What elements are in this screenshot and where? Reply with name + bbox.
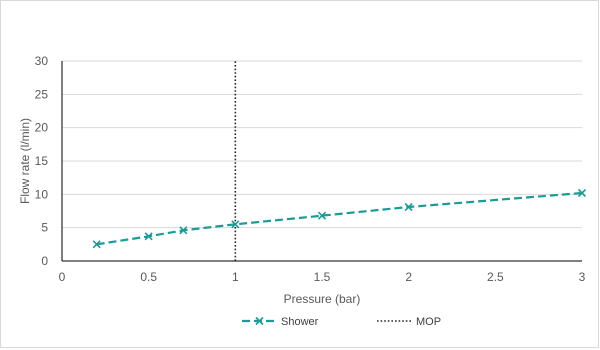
legend-item-mop: MOP bbox=[377, 316, 441, 328]
y-tick-label: 10 bbox=[35, 187, 49, 201]
y-tick-label: 30 bbox=[35, 54, 49, 68]
series-shower-point bbox=[404, 202, 413, 212]
gridlines bbox=[62, 60, 582, 229]
series-shower-point bbox=[179, 226, 188, 235]
legend-item-shower: Shower bbox=[242, 316, 319, 328]
x-tick-labels: 0 0.5 1 1.5 2 2.5 3 bbox=[59, 270, 586, 284]
x-axis-title: Pressure (bar) bbox=[284, 292, 361, 306]
x-tick-label: 0 bbox=[59, 270, 66, 284]
y-tick-label: 15 bbox=[35, 154, 49, 168]
y-axis-title: Flow rate (l/min) bbox=[18, 118, 32, 204]
y-tick-label: 5 bbox=[41, 221, 48, 235]
x-tick-label: 1 bbox=[232, 270, 239, 284]
y-tick-label: 0 bbox=[41, 254, 48, 268]
x-tick-label: 0.5 bbox=[140, 270, 157, 284]
legend-mop-label: MOP bbox=[416, 316, 441, 328]
series-shower-point bbox=[144, 232, 153, 241]
legend: Shower MOP bbox=[242, 316, 441, 328]
series bbox=[92, 61, 587, 261]
x-tick-label: 2.5 bbox=[487, 270, 504, 284]
x-tick-label: 2 bbox=[405, 270, 412, 284]
series-shower-point bbox=[317, 211, 327, 220]
series-shower-line bbox=[96, 191, 583, 246]
axes bbox=[61, 61, 582, 262]
series-shower-point bbox=[231, 220, 240, 229]
legend-shower-marker bbox=[255, 316, 264, 326]
y-tick-label: 20 bbox=[35, 121, 49, 135]
series-shower-point bbox=[92, 240, 101, 249]
y-tick-labels: 0 5 10 15 20 25 30 bbox=[35, 54, 49, 268]
legend-shower-label: Shower bbox=[281, 316, 319, 328]
y-tick-label: 25 bbox=[35, 87, 49, 101]
x-tick-label: 3 bbox=[579, 270, 586, 284]
x-tick-label: 1.5 bbox=[314, 270, 331, 284]
series-shower-point bbox=[577, 188, 587, 198]
